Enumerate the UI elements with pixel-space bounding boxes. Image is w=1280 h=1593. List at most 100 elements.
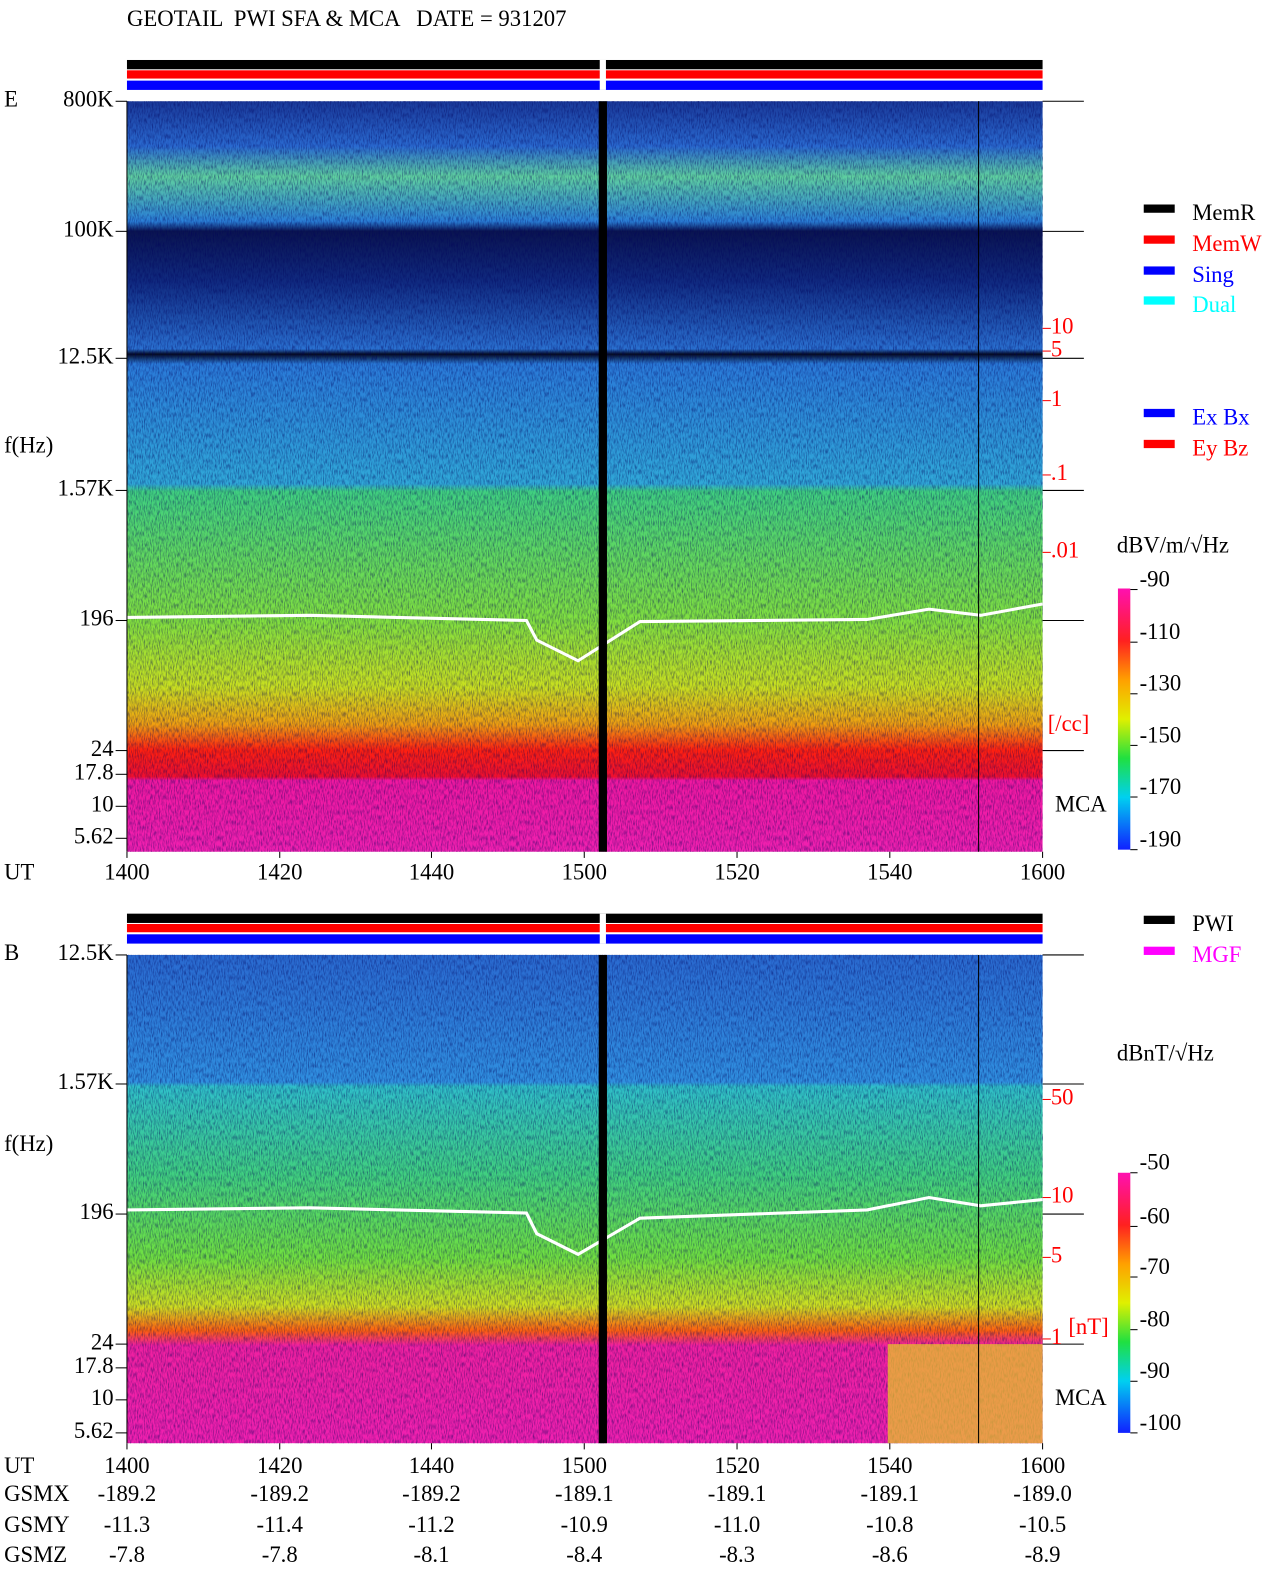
spectrogram-noise (126, 101, 1043, 852)
orbit-value: -10.9 (561, 1512, 608, 1537)
status-bar (126, 59, 1043, 70)
orbit-value: -11.2 (408, 1512, 454, 1537)
orbit-value: -10.5 (1019, 1512, 1066, 1537)
x-tick-label: 1420 (257, 1453, 302, 1478)
y-axis-title: f(Hz) (4, 1131, 53, 1156)
legend-label: Sing (1192, 262, 1234, 287)
x-tick-label: 1540 (867, 860, 912, 885)
legend-swatch (1143, 296, 1175, 305)
y-tick-label: 10 (91, 792, 114, 817)
x-tick-label: 1500 (562, 1453, 607, 1478)
orbit-value: -7.8 (109, 1542, 145, 1567)
colorbar-tick-label: -90 (1140, 1358, 1170, 1383)
legend-label: Ey Bz (1192, 435, 1248, 460)
colorbar-title: dBnT/√Hz (1117, 1040, 1214, 1065)
mca-label: MCA (1055, 1385, 1107, 1410)
plasma-line (126, 1195, 1043, 1257)
plasma-line (126, 602, 1043, 663)
x-tick-label: 1400 (104, 860, 149, 885)
status-bar (126, 80, 1043, 90)
legend-swatch (1143, 204, 1175, 213)
orbit-value: -189.2 (98, 1481, 157, 1506)
colorbar-tick-label: -150 (1140, 722, 1182, 747)
legend-swatch (1143, 439, 1175, 449)
orbit-value: -11.4 (257, 1512, 303, 1537)
density-label: 1 (1051, 1324, 1062, 1349)
x-tick-label: 1600 (1020, 1453, 1065, 1478)
y-tick-label: 100K (63, 217, 114, 242)
density-label: 5 (1051, 1243, 1062, 1268)
colorbar-tick-label: -170 (1140, 774, 1182, 799)
density-label: 1 (1051, 386, 1062, 411)
status-bar (126, 913, 1043, 923)
colorbar-tick-label: -190 (1140, 827, 1182, 852)
orbit-value: -189.2 (402, 1481, 461, 1506)
density-label: .1 (1051, 460, 1068, 485)
legend-label: Dual (1192, 292, 1236, 317)
orbit-name: GSMY (4, 1512, 70, 1537)
density-label: 10 (1051, 314, 1074, 339)
title: GEOTAIL PWI SFA & MCA DATE = 931207 (127, 6, 567, 31)
x-tick-label: 1540 (867, 1453, 912, 1478)
orbit-value: -8.1 (414, 1542, 450, 1567)
colorbar-tick-label: -90 (1140, 566, 1170, 591)
legend-swatch (1143, 915, 1175, 924)
x-tick-label: 1440 (409, 860, 454, 885)
x-axis-title: UT (4, 860, 34, 885)
data-gap (598, 101, 607, 852)
orbit-value: -8.3 (719, 1542, 755, 1567)
x-tick-label: 1440 (409, 1453, 454, 1478)
colorbar-tick-label: -80 (1140, 1307, 1170, 1332)
colorbar-tick-label: -100 (1140, 1410, 1182, 1435)
density-label: .01 (1051, 538, 1079, 563)
orbit-value: -11.3 (104, 1512, 150, 1537)
colorbar-title: dBV/m/√Hz (1117, 532, 1229, 557)
legend-swatch (1143, 235, 1175, 244)
y-tick-label: 12.5K (57, 940, 114, 965)
orbit-value: -189.1 (861, 1481, 920, 1506)
legend-label: PWI (1192, 911, 1234, 936)
legend-label: Ex Bx (1192, 404, 1250, 429)
y-tick-label: 196 (80, 606, 114, 631)
y-tick-label: 1.57K (57, 1069, 114, 1094)
colorbar-tick-label: -70 (1140, 1254, 1170, 1279)
status-bar (126, 70, 1043, 79)
legend-swatch (1143, 946, 1175, 955)
colorbar (1117, 588, 1131, 850)
y-tick-label: 24 (91, 736, 114, 761)
status-bar (126, 923, 1043, 933)
y-tick-label: 24 (91, 1329, 114, 1354)
y-tick-label: 5.62 (74, 1418, 114, 1443)
colorbar (1117, 1172, 1131, 1433)
mca-region (887, 1344, 1043, 1444)
orbit-name: GSMZ (4, 1542, 67, 1567)
density-label: 10 (1051, 1183, 1074, 1208)
y-tick-label: 17.8 (74, 1353, 114, 1378)
orbit-value: -10.8 (866, 1512, 913, 1537)
colorbar-tick-label: -110 (1140, 619, 1181, 644)
orbit-value: -8.4 (566, 1542, 602, 1567)
density-label: 50 (1051, 1085, 1074, 1110)
status-bar (126, 934, 1043, 944)
orbit-name: GSMX (4, 1481, 70, 1506)
y-tick-label: 5.62 (74, 824, 114, 849)
colorbar-tick-label: -50 (1140, 1150, 1170, 1175)
x-tick-label: 1400 (104, 1453, 149, 1478)
legend-swatch (1143, 266, 1175, 275)
data-gap (598, 954, 607, 1444)
panel-label: E (4, 86, 18, 111)
mca-label: MCA (1055, 792, 1107, 817)
density-label: 5 (1051, 336, 1062, 361)
x-tick-label: 1520 (714, 860, 759, 885)
y-tick-label: 12.5K (57, 344, 114, 369)
orbit-value: -189.0 (1013, 1481, 1072, 1506)
y-tick-label: 800K (63, 86, 114, 111)
y-axis-title: f(Hz) (4, 432, 53, 457)
y-tick-label: 196 (80, 1199, 114, 1224)
status-marker (599, 59, 606, 90)
status-marker (599, 913, 606, 944)
orbit-value: -7.8 (262, 1542, 298, 1567)
y-tick-label: 10 (91, 1385, 114, 1410)
legend-label: MemR (1192, 200, 1256, 225)
